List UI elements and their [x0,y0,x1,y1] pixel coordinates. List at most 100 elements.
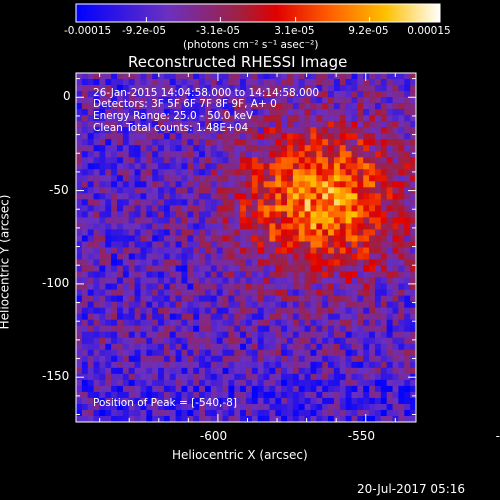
heatmap-cell [234,415,241,423]
heatmap-cell [345,133,352,140]
heatmap-cell [169,391,176,399]
heatmap-cell [134,253,141,260]
heatmap-cell [199,331,206,339]
heatmap-cell [111,175,118,182]
heatmap-cell [117,307,124,314]
heatmap-cell [222,265,229,272]
heatmap-cell [404,379,411,387]
heatmap-cell [345,223,352,230]
heatmap-cell [169,235,176,242]
heatmap-cell [380,397,387,405]
heatmap-cell [292,169,300,176]
heatmap-cell [210,253,217,260]
heatmap-cell [328,145,335,152]
heatmap-cell [363,85,370,92]
heatmap-cell [345,271,352,278]
heatmap-cell [369,379,376,387]
heatmap-cell [257,289,264,296]
heatmap-cell [351,79,358,86]
heatmap-cell [380,181,387,188]
heatmap-cell [263,373,270,381]
heatmap-cell [193,109,200,116]
heatmap-cell [263,229,270,236]
heatmap-cell [369,127,376,134]
heatmap-cell [328,295,335,302]
heatmap-cell [234,367,241,375]
heatmap-cell [374,115,382,122]
heatmap-cell [228,145,235,152]
heatmap-cell [287,331,294,339]
heatmap-cell [175,337,182,345]
heatmap-cell [122,259,130,266]
heatmap-cell [339,169,346,176]
heatmap-cell [363,91,370,98]
heatmap-cell [181,103,188,110]
heatmap-cell [163,145,171,152]
heatmap-cell [287,91,294,98]
heatmap-cell [175,259,182,266]
heatmap-cell [81,307,89,314]
heatmap-cell [351,175,358,182]
heatmap-cell [128,259,135,266]
heatmap-cell [281,229,288,236]
heatmap-cell [363,145,370,152]
heatmap-cell [234,271,241,278]
heatmap-cell [345,151,352,158]
heatmap-cell [386,145,393,152]
heatmap-cell [257,199,264,206]
heatmap-cell [210,109,217,116]
heatmap-cell [269,397,276,405]
heatmap-cell [193,199,200,206]
heatmap-cell [228,379,235,387]
heatmap-cell [380,367,387,375]
heatmap-cell [369,259,376,266]
heatmap-cell [175,385,182,393]
heatmap-cell [292,397,300,405]
heatmap-cell [369,91,376,98]
heatmap-cell [111,331,118,339]
heatmap-cell [99,235,106,242]
heatmap-cell [322,355,329,363]
heatmap-cell [169,157,176,164]
heatmap-cell [257,283,264,290]
heatmap-cell [374,217,382,224]
heatmap-cell [128,247,135,254]
heatmap-cell [134,319,141,327]
heatmap-cell [158,331,165,339]
heatmap-cell [128,295,135,302]
heatmap-cell [357,355,364,363]
heatmap-cell [222,157,229,164]
heatmap-cell [76,331,83,339]
heatmap-cell [410,217,417,224]
heatmap-cell [251,391,259,399]
heatmap-cell [234,115,241,122]
heatmap-cell [339,331,346,339]
heatmap-cell [386,307,393,314]
heatmap-cell [128,157,135,164]
heatmap-cell [316,205,323,212]
heatmap-cell [222,199,229,206]
heatmap-cell [263,313,270,321]
heatmap-cell [234,259,241,266]
heatmap-cell [369,217,376,224]
heatmap-cell [105,151,112,158]
heatmap-cell [152,331,159,339]
heatmap-cell [122,253,130,260]
heatmap-cell [404,235,411,242]
heatmap-cell [175,187,182,194]
heatmap-cell [380,85,387,92]
heatmap-cell [169,187,176,194]
heatmap-cell [152,289,159,296]
heatmap-cell [269,337,276,345]
heatmap-cell [81,79,89,86]
heatmap-cell [386,115,393,122]
heatmap-cell [275,415,282,423]
heatmap-cell [275,337,282,345]
heatmap-cell [322,103,329,110]
heatmap-cell [369,199,376,206]
heatmap-cell [99,355,106,363]
heatmap-cell [204,271,212,278]
heatmap-cell [398,145,405,152]
heatmap-cell [76,253,83,260]
heatmap-cell [204,223,212,230]
